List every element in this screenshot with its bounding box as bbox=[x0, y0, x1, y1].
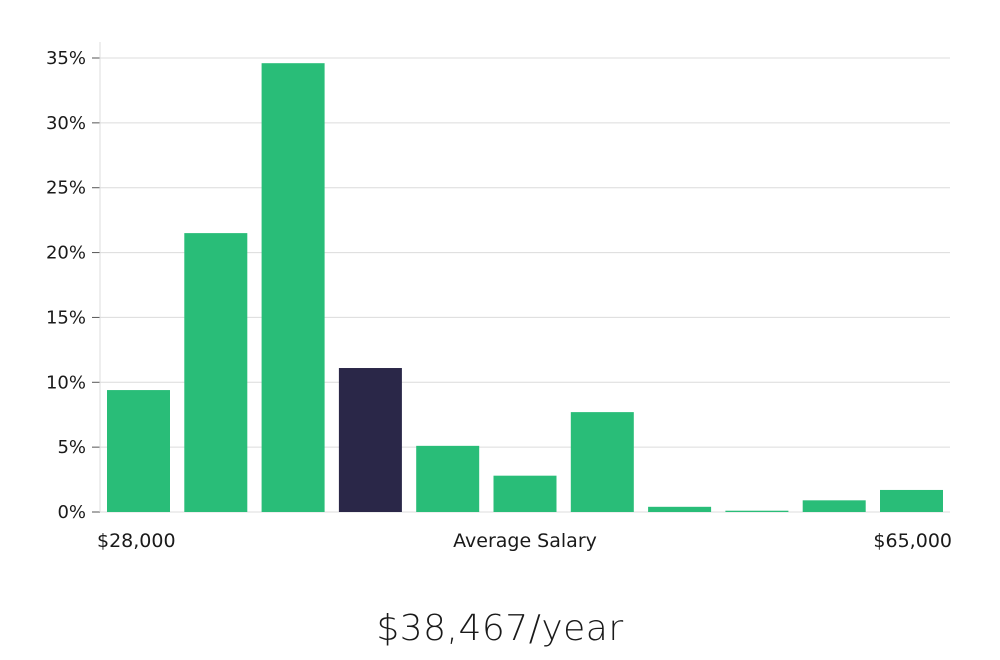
y-tick-label: 0% bbox=[57, 502, 86, 523]
y-tick-label: 35% bbox=[46, 48, 86, 69]
bar bbox=[725, 510, 789, 512]
x-range-min-label: $28,000 bbox=[97, 530, 176, 552]
bar bbox=[570, 412, 634, 512]
bar bbox=[802, 500, 866, 512]
y-tick-label: 25% bbox=[46, 178, 86, 199]
bar-highlighted bbox=[338, 368, 402, 512]
bar bbox=[416, 445, 480, 512]
bar bbox=[184, 233, 248, 512]
y-tick-label: 30% bbox=[46, 113, 86, 134]
bar bbox=[107, 390, 170, 512]
y-axis-ticks: 0% 5% 10% 15% 20% 25% 30% 35% bbox=[46, 48, 100, 523]
x-range-max-label: $65,000 bbox=[873, 530, 952, 552]
average-salary-value: $38,467/year bbox=[376, 608, 624, 649]
y-tick-label: 15% bbox=[46, 307, 86, 328]
y-tick-label: 20% bbox=[46, 243, 86, 264]
bar bbox=[493, 475, 557, 512]
y-tick-label: 5% bbox=[57, 437, 86, 458]
bars bbox=[107, 63, 943, 513]
bar bbox=[648, 506, 712, 512]
x-axis-title: Average Salary bbox=[453, 530, 597, 552]
y-tick-label: 10% bbox=[46, 372, 86, 393]
salary-histogram: 0% 5% 10% 15% 20% 25% 30% 35% $28,000 Average S… bbox=[46, 42, 952, 552]
bar bbox=[880, 489, 943, 512]
bar bbox=[261, 63, 325, 513]
